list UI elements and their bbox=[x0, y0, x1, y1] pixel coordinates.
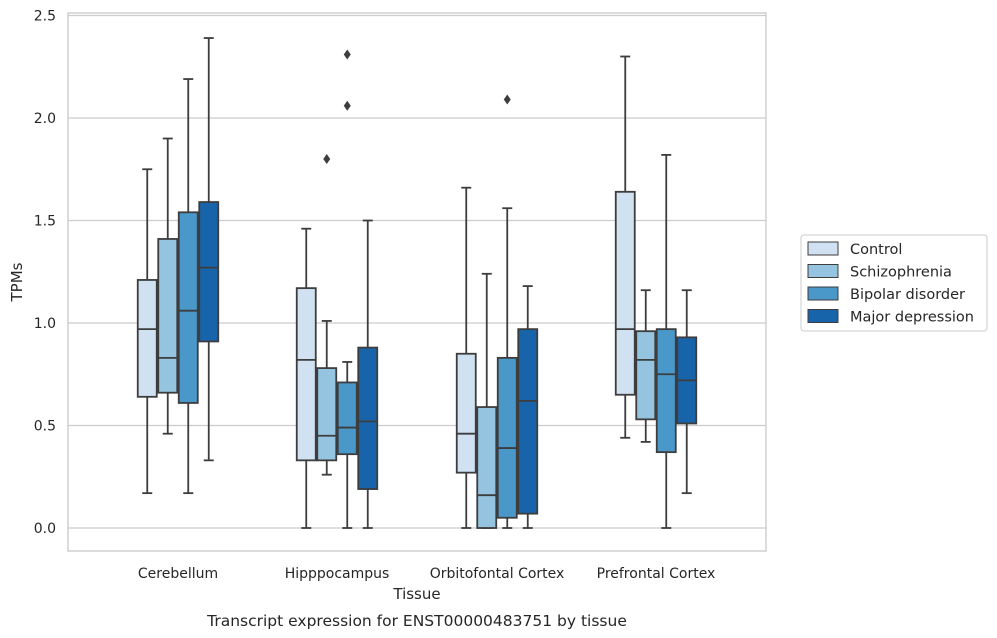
box-schizophrenia bbox=[157, 137, 179, 435]
legend-label: Major depression bbox=[850, 310, 974, 326]
box-control bbox=[295, 227, 317, 529]
box-iqr bbox=[177, 211, 199, 404]
box-iqr bbox=[476, 406, 498, 529]
y-tick-label: 2.5 bbox=[34, 9, 56, 25]
legend-swatch bbox=[807, 309, 839, 323]
x-axis-title: Tissue bbox=[392, 585, 440, 603]
outlier-point bbox=[323, 154, 331, 164]
box-iqr bbox=[295, 287, 317, 462]
legend-swatch bbox=[807, 286, 839, 301]
box-bipolar-disorder bbox=[655, 153, 677, 529]
box-iqr bbox=[198, 201, 220, 343]
legend-frame bbox=[800, 234, 988, 332]
y-tick-labels: 0.0 0.5 1.0 1.5 2.0 2.5 bbox=[34, 9, 56, 538]
y-tick-label: 2.0 bbox=[34, 111, 56, 127]
legend: Control Schizophrenia Bipolar disorder Majo… bbox=[800, 234, 988, 332]
box-iqr bbox=[635, 330, 657, 421]
x-tick-label: Orbitofontal Cortex bbox=[430, 566, 565, 582]
box-bipolar-disorder bbox=[177, 78, 199, 495]
plot-area-frame bbox=[67, 12, 767, 552]
box-iqr bbox=[517, 328, 539, 515]
legend-label: Control bbox=[850, 242, 902, 258]
box-iqr bbox=[316, 367, 338, 462]
box-control bbox=[614, 55, 636, 439]
legend-swatch bbox=[807, 241, 839, 256]
y-axis-title: TPMs bbox=[8, 262, 26, 302]
box-major-depression bbox=[517, 285, 539, 529]
x-tick-labels: Cerebellum Hipppocampus Orbitofontal Corte… bbox=[138, 566, 715, 582]
box-major-depression bbox=[198, 37, 220, 462]
legend-swatch bbox=[807, 264, 839, 278]
outlier-point bbox=[503, 94, 511, 105]
x-tick-label: Prefrontal Cortex bbox=[597, 566, 716, 582]
box-schizophrenia bbox=[635, 289, 657, 443]
box-control bbox=[455, 186, 477, 529]
x-tick-label: Cerebellum bbox=[138, 566, 218, 582]
box-iqr bbox=[655, 328, 677, 454]
y-tick-label: 0.0 bbox=[34, 521, 56, 537]
box-iqr bbox=[336, 381, 358, 456]
y-tick-label: 1.0 bbox=[34, 316, 56, 332]
legend-label: Bipolar disorder bbox=[850, 287, 965, 303]
y-tick-label: 1.5 bbox=[34, 214, 56, 230]
box-iqr bbox=[357, 346, 379, 490]
box-schizophrenia bbox=[316, 154, 338, 476]
box-bipolar-disorder bbox=[336, 49, 358, 529]
legend-label: Schizophrenia bbox=[850, 265, 952, 281]
outlier-point bbox=[343, 49, 351, 60]
x-tick-label: Hipppocampus bbox=[285, 566, 390, 582]
box-iqr bbox=[614, 190, 636, 396]
box-groups bbox=[136, 37, 698, 529]
box-major-depression bbox=[357, 219, 379, 529]
chart-caption: Transcript expression for ENST0000048375… bbox=[206, 612, 627, 630]
box-iqr bbox=[455, 352, 477, 474]
box-schizophrenia bbox=[476, 272, 498, 529]
box-control bbox=[136, 168, 158, 495]
box-major-depression bbox=[676, 289, 698, 495]
y-tick-label: 0.5 bbox=[34, 419, 56, 435]
box-iqr bbox=[157, 238, 179, 394]
box-iqr bbox=[136, 279, 158, 398]
box-iqr bbox=[496, 356, 518, 519]
outlier-point bbox=[343, 100, 351, 111]
box-bipolar-disorder bbox=[496, 94, 518, 529]
